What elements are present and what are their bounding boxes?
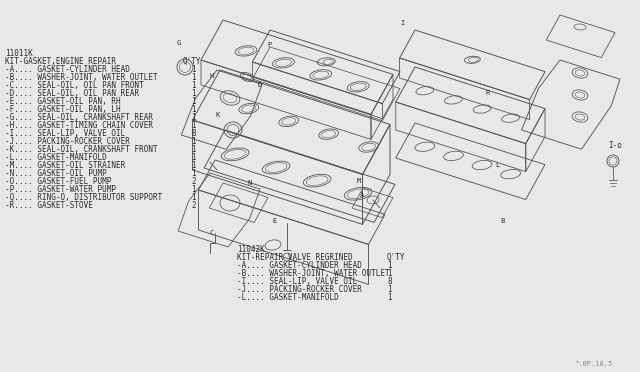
Text: 1: 1 [191,121,196,130]
Text: -C.... SEAL-OIL, OIL PAN FRONT: -C.... SEAL-OIL, OIL PAN FRONT [5,81,144,90]
Text: -L.... GASKET-MANIFOLD: -L.... GASKET-MANIFOLD [5,153,107,162]
Text: G: G [177,40,181,46]
Text: -F.... GASKET-OIL PAN, LH: -F.... GASKET-OIL PAN, LH [5,105,120,114]
Text: -A.... GASKET-CYLINDER HEAD: -A.... GASKET-CYLINDER HEAD [237,261,362,270]
Text: 1: 1 [387,269,392,278]
Text: 1: 1 [191,137,196,146]
Text: 1: 1 [191,169,196,178]
Text: I: I [400,20,404,26]
Text: 1: 1 [191,113,196,122]
Text: -J.... PACKING-ROCKER COVER: -J.... PACKING-ROCKER COVER [237,285,362,294]
Text: 1: 1 [191,185,196,194]
Text: -N.... GASKET-OIL PUMP: -N.... GASKET-OIL PUMP [5,169,107,178]
Text: -H.... GASKET-TIMING CHAIN COVER: -H.... GASKET-TIMING CHAIN COVER [5,121,153,130]
Text: Q'TY: Q'TY [183,57,202,66]
Text: -G.... SEAL-OIL, CRANKSHAFT REAR: -G.... SEAL-OIL, CRANKSHAFT REAR [5,113,153,122]
Text: N: N [247,180,252,186]
Text: -L.... GASKET-MANIFOLD: -L.... GASKET-MANIFOLD [237,293,339,302]
Text: -K.... SEAL-OIL, CRANKSHAFT FRONT: -K.... SEAL-OIL, CRANKSHAFT FRONT [5,145,157,154]
Text: 1: 1 [191,105,196,114]
Text: 1: 1 [191,161,196,170]
Text: 11011K: 11011K [5,49,33,58]
Text: ^.0P.10.5: ^.0P.10.5 [575,361,613,367]
Text: -R.... GASKET-STOVE: -R.... GASKET-STOVE [5,201,93,210]
Text: -O.... GASKET-FUEL PUMP: -O.... GASKET-FUEL PUMP [5,177,111,186]
Text: 8: 8 [387,277,392,286]
Text: KIT-GASKET,ENGINE REPAIR: KIT-GASKET,ENGINE REPAIR [5,57,116,66]
Text: M: M [357,178,361,184]
Text: -A.... GASKET-CYLINDER HEAD: -A.... GASKET-CYLINDER HEAD [5,65,130,74]
Text: -I.... SEAL-LIP, VALVE OIL: -I.... SEAL-LIP, VALVE OIL [237,277,357,286]
Text: B: B [500,218,504,224]
Text: R: R [485,90,489,96]
Text: 1: 1 [191,193,196,202]
Text: -E.... GASKET-OIL PAN, RH: -E.... GASKET-OIL PAN, RH [5,97,120,106]
Text: L: L [495,162,499,168]
Text: E: E [272,218,276,224]
Text: -M.... GASKET-OIL STRAINER: -M.... GASKET-OIL STRAINER [5,161,125,170]
Text: 11042K: 11042K [237,245,265,254]
Text: KIT-REPAIR VALVE REGRINED: KIT-REPAIR VALVE REGRINED [237,253,353,262]
Text: 1: 1 [387,285,392,294]
Text: A: A [360,192,364,198]
Text: 1: 1 [191,97,196,106]
Text: -P.... GASKET-WATER PUMP: -P.... GASKET-WATER PUMP [5,185,116,194]
Text: 1: 1 [191,73,196,82]
Text: H: H [210,73,214,79]
Text: -B.... WASHER-JOINT, WATER OUTLET: -B.... WASHER-JOINT, WATER OUTLET [237,269,390,278]
Text: 1: 1 [387,261,392,270]
Text: -J.... PACKING-ROCKER COVER: -J.... PACKING-ROCKER COVER [5,137,130,146]
Text: 2: 2 [191,201,196,210]
Text: 8: 8 [191,129,196,138]
Text: -D.... SEAL-OIL, OIL PAN REAR: -D.... SEAL-OIL, OIL PAN REAR [5,89,139,98]
Text: -I.... SEAL-LIP, VALVE OIL: -I.... SEAL-LIP, VALVE OIL [5,129,125,138]
Text: P: P [267,42,271,48]
Text: -Q.... RING-O, DISTRIBUTOR SUPPORT: -Q.... RING-O, DISTRIBUTOR SUPPORT [5,193,163,202]
Text: 1: 1 [387,293,392,302]
Text: 1: 1 [191,145,196,154]
Text: 1: 1 [191,89,196,98]
Text: 1: 1 [191,81,196,90]
Text: 1: 1 [191,65,196,74]
Text: I-o: I-o [608,141,622,150]
Text: Q'TY: Q'TY [387,253,406,262]
Text: C: C [210,230,214,236]
Text: -B.... WASHER-JOINT, WATER OUTLET: -B.... WASHER-JOINT, WATER OUTLET [5,73,157,82]
Text: 2: 2 [191,177,196,186]
Text: K: K [215,112,220,118]
Text: D: D [257,82,261,88]
Text: 1: 1 [191,153,196,162]
